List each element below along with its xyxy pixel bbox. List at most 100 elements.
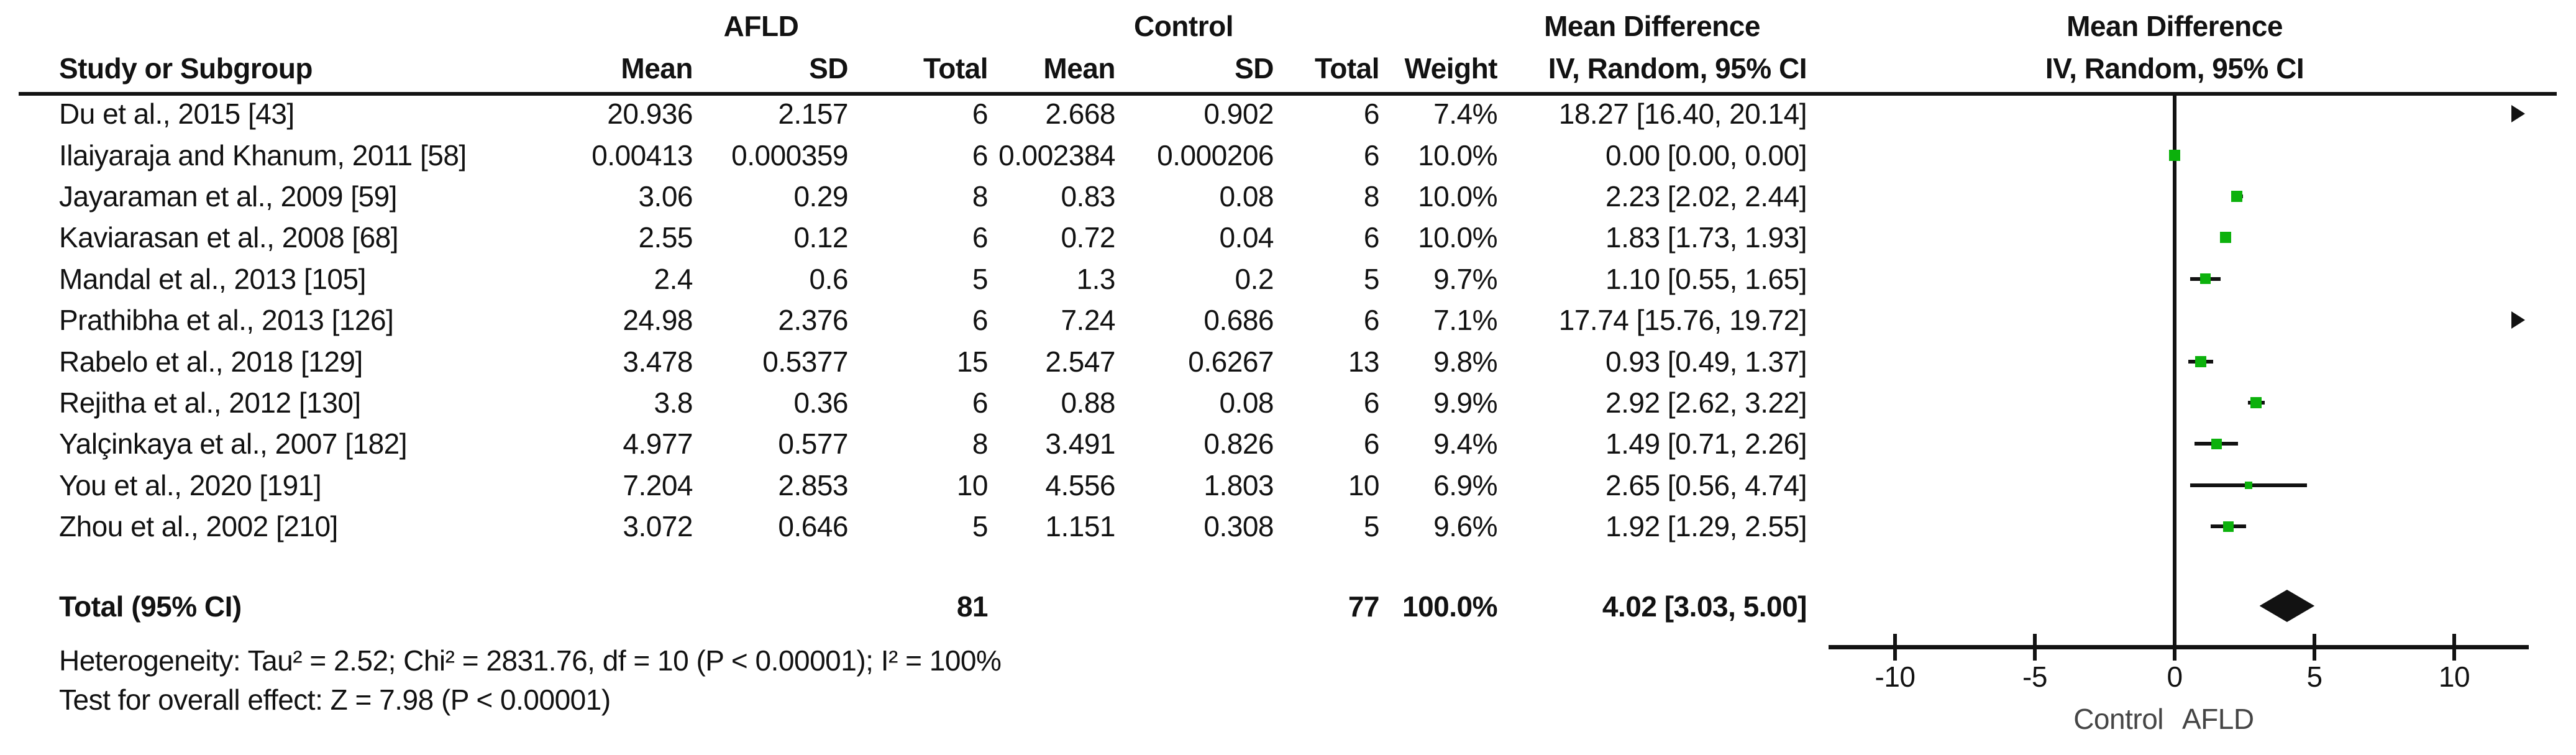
control-mean: 2.547 [1045,345,1115,378]
col-header-ctrl-sd: SD [1235,52,1274,85]
control-mean: 0.002384 [998,139,1115,172]
col-header-ctrl-total: Total [1315,52,1379,85]
effect-square [2245,481,2253,489]
control-mean: 4.556 [1045,469,1115,501]
axis-tick-label: 5 [2306,661,2323,693]
afld-sd: 2.157 [778,98,848,130]
control-mean: 1.151 [1045,510,1115,543]
total-ci-text: 4.02 [3.03, 5.00] [1602,590,1807,623]
total-weight: 100.0% [1402,590,1498,623]
control-mean: 0.83 [1061,180,1115,213]
afld-mean: 3.06 [638,180,693,213]
ci-text: 1.92 [1.29, 2.55] [1605,510,1807,543]
afld-total: 6 [972,386,989,419]
study-row: Rabelo et al., 2018 [129] 3.478 0.5377 1… [0,341,1807,382]
col-header-study: Study or Subgroup [59,52,313,85]
axis-tick-label: -5 [2022,661,2047,693]
afld-mean: 3.478 [623,345,693,378]
axis-label-right: AFLD [2182,703,2254,735]
study-name: Yalçinkaya et al., 2007 [182] [59,428,408,460]
column-header-row: Study or Subgroup Mean SD Total Mean SD … [0,52,1807,85]
col-header-ci-text: IV, Random, 95% CI [1548,52,1807,85]
heterogeneity-note: Heterogeneity: Tau² = 2.52; Chi² = 2831.… [59,644,1002,677]
control-mean: 1.3 [1076,262,1116,295]
effect-square [2222,521,2234,532]
study-name: Jayaraman et al., 2009 [59] [59,180,397,213]
study-name: You et al., 2020 [191] [59,469,322,501]
study-rows: Du et al., 2015 [43] 20.936 2.157 6 2.66… [0,93,1807,547]
afld-total: 5 [972,262,989,295]
afld-sd: 0.6 [809,262,849,295]
effect-square [2231,191,2243,202]
effect-square [2220,232,2232,244]
total-label: Total (95% CI) [59,590,242,623]
study-name: Mandal et al., 2013 [105] [59,262,366,295]
afld-sd: 2.853 [778,469,848,501]
study-name: Zhou et al., 2002 [210] [59,510,338,543]
afld-mean: 3.8 [654,386,693,419]
control-total: 5 [1363,262,1380,295]
afld-mean: 20.936 [607,98,693,130]
control-sd: 0.000206 [1157,139,1274,172]
control-total: 13 [1348,345,1380,378]
control-total: 6 [1363,221,1380,254]
study-name: Kaviarasan et al., 2008 [68] [59,221,399,254]
control-total: 10 [1348,469,1380,501]
afld-mean: 24.98 [623,304,693,337]
control-sd: 0.308 [1204,510,1274,543]
ci-text: 2.23 [2.02, 2.44] [1605,180,1807,213]
effect-square [2169,149,2180,161]
afld-total: 8 [972,428,989,460]
control-total: 6 [1363,428,1380,460]
study-row: Du et al., 2015 [43] 20.936 2.157 6 2.66… [0,93,1807,134]
weight: 7.4% [1433,98,1497,130]
control-mean: 3.491 [1045,428,1115,460]
axis-label-left: Control [2073,703,2163,735]
col-header-ctrl-mean: Mean [1043,52,1115,85]
study-name: Ilaiyaraja and Khanum, 2011 [58] [59,139,467,172]
weight: 10.0% [1418,180,1497,213]
control-sd: 0.2 [1235,262,1274,295]
afld-total: 10 [956,469,989,501]
control-sd: 0.686 [1204,304,1274,337]
control-mean: 7.24 [1061,304,1115,337]
control-sd: 0.08 [1219,386,1274,419]
mean-difference-plot-header: Mean Difference [2067,10,2283,42]
afld-mean: 0.00413 [591,139,693,172]
afld-sd: 0.5377 [762,345,848,378]
study-name: Rejitha et al., 2012 [130] [59,386,361,419]
afld-total: 5 [972,510,989,543]
study-row: You et al., 2020 [191] 7.204 2.853 10 4.… [0,465,1807,506]
offscale-arrow-right [2511,311,2525,329]
control-mean: 0.88 [1061,386,1115,419]
control-total: 6 [1363,304,1380,337]
study-row: Yalçinkaya et al., 2007 [182] 4.977 0.57… [0,423,1807,464]
ci-text: 0.93 [0.49, 1.37] [1605,345,1807,378]
control-sd: 1.803 [1204,469,1274,501]
total-diamond [2259,590,2315,622]
weight: 9.4% [1433,428,1497,460]
ci-text: 1.49 [0.71, 2.26] [1605,428,1807,460]
control-sd: 0.826 [1204,428,1274,460]
afld-total: 15 [956,345,989,378]
effect-square [2200,273,2211,285]
afld-mean: 4.977 [623,428,693,460]
afld-sd: 0.36 [793,386,848,419]
study-row: Ilaiyaraja and Khanum, 2011 [58] 0.00413… [0,134,1807,175]
control-total: 6 [1363,386,1380,419]
afld-sd: 0.29 [793,180,848,213]
afld-mean: 7.204 [623,469,693,501]
ci-text: 2.65 [0.56, 4.74] [1605,469,1807,501]
afld-mean: 2.4 [654,262,693,295]
weight: 6.9% [1433,469,1497,501]
total-afld-n: 81 [956,590,989,623]
study-name: Rabelo et al., 2018 [129] [59,345,363,378]
study-row: Zhou et al., 2002 [210] 3.072 0.646 5 1.… [0,506,1807,547]
afld-sd: 0.12 [793,221,848,254]
offscale-arrow-right [2511,105,2525,123]
control-total: 6 [1363,98,1380,130]
weight: 10.0% [1418,221,1497,254]
total-control-n: 77 [1348,590,1380,623]
